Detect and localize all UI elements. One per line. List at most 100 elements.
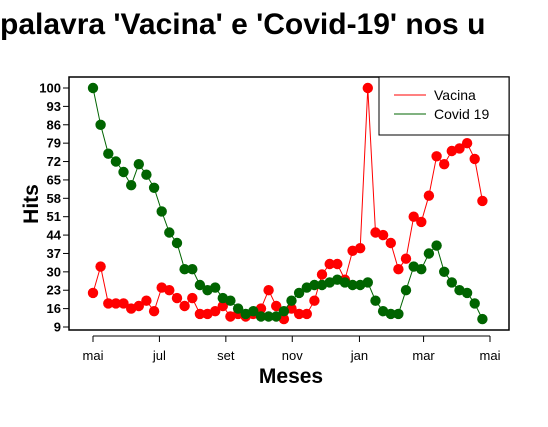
- data-point-vacina: [309, 295, 320, 306]
- y-tick-label: 72: [47, 154, 61, 169]
- data-point-vacina: [324, 258, 335, 270]
- data-point-covid-19: [469, 298, 480, 309]
- x-tick-label: set: [217, 348, 235, 363]
- x-axis: mai jul set nov jan mar mai: [83, 335, 501, 363]
- y-tick-label: 86: [47, 117, 61, 132]
- data-point-covid-19: [95, 119, 106, 130]
- data-point-covid-19: [263, 311, 274, 322]
- y-tick-label: 79: [47, 136, 61, 151]
- data-point-vacina: [171, 292, 183, 304]
- y-tick-label: 44: [47, 228, 62, 243]
- data-point-covid-19: [370, 295, 381, 306]
- data-point-covid-19: [477, 313, 488, 325]
- y-tick-label: 23: [47, 283, 61, 298]
- y-tick-label: 51: [47, 209, 61, 224]
- data-point-covid-19: [133, 159, 144, 170]
- data-point-vacina: [362, 82, 373, 94]
- x-tick-label: mai: [480, 348, 501, 363]
- data-point-vacina: [133, 300, 144, 312]
- data-point-vacina: [477, 195, 488, 207]
- y-tick-label: 93: [47, 99, 61, 114]
- data-point-vacina: [293, 308, 305, 320]
- data-point-covid-19: [232, 303, 244, 314]
- data-point-vacina: [393, 264, 404, 275]
- data-point-vacina: [332, 258, 343, 270]
- data-point-covid-19: [164, 227, 175, 238]
- data-point-vacina: [217, 300, 228, 312]
- data-point-covid-19: [309, 279, 320, 291]
- y-tick-label: 58: [47, 191, 61, 206]
- x-tick-label: jan: [350, 348, 368, 363]
- data-point-covid-19: [431, 240, 442, 251]
- data-point-covid-19: [103, 148, 114, 159]
- data-point-covid-19: [210, 282, 221, 293]
- x-tick-label: jul: [152, 348, 166, 363]
- y-tick-label: 65: [47, 172, 61, 187]
- x-tick-label: mai: [83, 348, 104, 363]
- data-point-vacina: [377, 229, 389, 241]
- data-point-covid-19: [194, 279, 206, 291]
- series-covid-19: [87, 82, 488, 325]
- data-point-vacina: [469, 153, 480, 165]
- y-tick-label: 16: [47, 301, 61, 316]
- x-tick-label: mar: [412, 348, 435, 363]
- data-point-vacina: [148, 306, 160, 317]
- series-layer: [87, 82, 488, 325]
- y-axis: 9 16 23 30 37 44 51 58 65 72 79 86 93 100: [39, 81, 70, 335]
- data-point-covid-19: [416, 264, 427, 275]
- data-point-vacina: [103, 298, 114, 309]
- y-tick-label: 30: [47, 264, 61, 279]
- legend: Vacina Covid 19: [378, 76, 510, 136]
- data-point-vacina: [95, 261, 106, 272]
- data-point-covid-19: [278, 306, 290, 317]
- data-point-covid-19: [156, 206, 167, 217]
- data-point-vacina: [164, 285, 175, 296]
- data-point-vacina: [439, 159, 450, 170]
- data-point-vacina: [423, 190, 435, 201]
- data-point-vacina: [194, 308, 206, 320]
- data-point-vacina: [210, 306, 221, 317]
- y-tick-label: 37: [47, 246, 61, 261]
- data-point-covid-19: [286, 295, 297, 306]
- data-point-covid-19: [347, 279, 358, 291]
- data-point-covid-19: [393, 308, 404, 320]
- data-point-covid-19: [248, 306, 259, 317]
- legend-box: [378, 76, 510, 136]
- data-point-covid-19: [271, 311, 282, 322]
- data-point-covid-19: [400, 285, 412, 296]
- data-point-covid-19: [110, 156, 122, 167]
- y-tick-label: 9: [54, 320, 61, 335]
- data-point-vacina: [400, 253, 412, 264]
- data-point-covid-19: [225, 295, 236, 306]
- data-point-vacina: [355, 243, 366, 254]
- data-point-vacina: [408, 211, 419, 222]
- data-point-vacina: [179, 300, 190, 312]
- data-point-covid-19: [255, 311, 267, 322]
- data-point-covid-19: [118, 166, 129, 178]
- data-point-vacina: [461, 138, 473, 149]
- data-point-covid-19: [179, 264, 190, 275]
- data-point-covid-19: [423, 248, 435, 259]
- data-point-vacina: [431, 151, 442, 162]
- data-point-vacina: [263, 285, 274, 296]
- data-point-vacina: [385, 237, 396, 249]
- data-point-covid-19: [293, 287, 305, 299]
- data-point-covid-19: [141, 169, 152, 180]
- data-point-covid-19: [126, 180, 137, 191]
- data-point-covid-19: [187, 264, 198, 275]
- x-axis-label: Meses: [259, 365, 323, 388]
- data-point-vacina: [416, 216, 427, 228]
- y-tick-label: 100: [39, 81, 61, 96]
- y-axis-label: Hits: [20, 184, 43, 224]
- data-point-vacina: [316, 269, 328, 280]
- data-point-vacina: [87, 287, 99, 299]
- data-point-covid-19: [87, 82, 99, 94]
- data-point-vacina: [141, 295, 152, 306]
- data-point-covid-19: [171, 237, 183, 249]
- data-point-covid-19: [148, 182, 160, 193]
- data-point-vacina: [118, 298, 129, 309]
- legend-label-vacina: Vacina: [434, 87, 476, 103]
- data-point-vacina: [187, 292, 198, 304]
- data-point-vacina: [271, 300, 282, 312]
